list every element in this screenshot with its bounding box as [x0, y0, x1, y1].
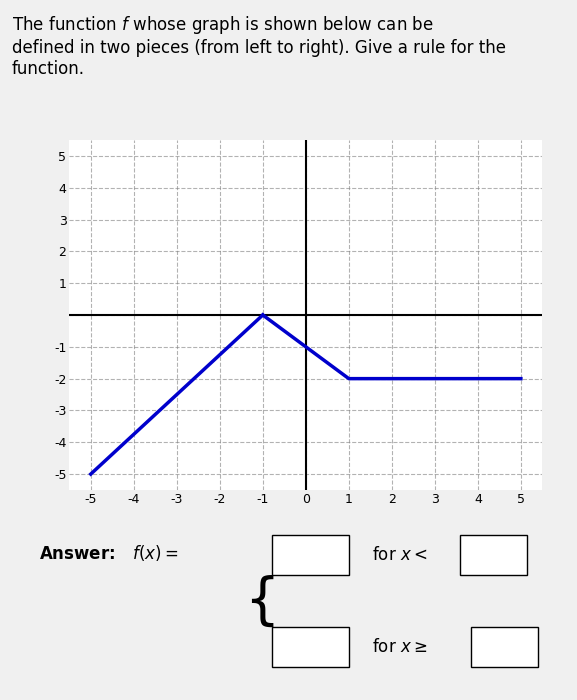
FancyBboxPatch shape — [460, 536, 527, 575]
Text: for $x <$: for $x <$ — [372, 546, 427, 564]
Text: {: { — [244, 575, 280, 629]
FancyBboxPatch shape — [272, 536, 350, 575]
FancyBboxPatch shape — [272, 627, 350, 666]
Text: for $x \geq$: for $x \geq$ — [372, 638, 427, 656]
Text: The function $f$ whose graph is shown below can be
defined in two pieces (from l: The function $f$ whose graph is shown be… — [12, 14, 505, 78]
FancyBboxPatch shape — [471, 627, 538, 666]
Text: Answer:   $f(x) =$: Answer: $f(x) =$ — [39, 543, 179, 563]
